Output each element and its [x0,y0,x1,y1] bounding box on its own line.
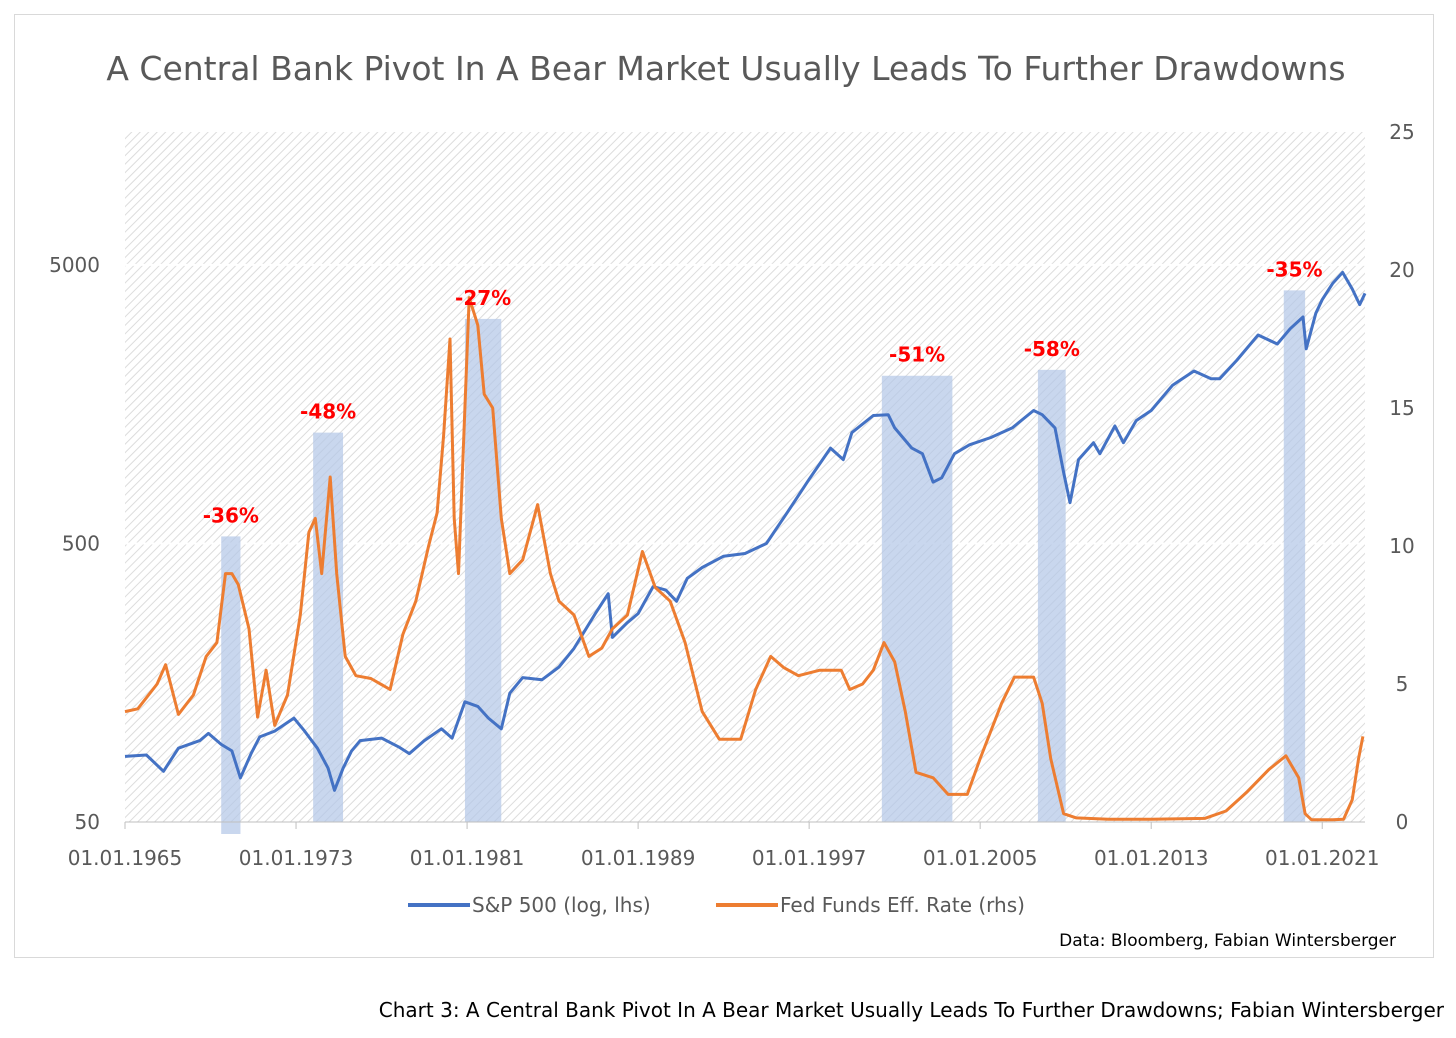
shaded-period-4 [1037,369,1066,822]
x-tick-label: 01.01.1965 [68,846,183,870]
drawdown-label: -48% [300,400,356,424]
y-left-tick-label: 500 [62,531,100,555]
plot-area [125,132,1365,822]
legend-label: S&P 500 (log, lhs) [472,893,651,917]
shaded-periods [221,290,1306,834]
sp500-line [124,270,1367,792]
drawdown-label: -35% [1266,257,1322,281]
y-right-tick-label: 20 [1389,258,1414,282]
y-right-tick-label: 15 [1389,396,1414,420]
y-right-tick-label: 0 [1396,810,1409,834]
drawdown-label: -27% [455,286,511,310]
chart-svg: A Central Bank Pivot In A Bear Market Us… [49,49,1415,951]
shaded-period-5 [1283,290,1306,822]
x-tick-label: 01.01.2005 [923,846,1038,870]
y-left-tick-label: 5000 [49,253,100,277]
drawdown-label: -36% [203,503,259,527]
legend: S&P 500 (log, lhs) Fed Funds Eff. Rate (r… [408,893,1025,917]
figure-caption: Chart 3: A Central Bank Pivot In A Bear … [378,998,1444,1022]
drawdown-label: -58% [1024,337,1080,361]
y-left-tick-label: 50 [75,810,100,834]
chart-title: A Central Bank Pivot In A Bear Market Us… [106,49,1345,88]
x-tick-label: 01.01.1989 [581,846,696,870]
x-tick-label: 01.01.1973 [239,846,354,870]
drawdown-label: -51% [889,343,945,367]
y-right-tick-label: 10 [1389,534,1414,558]
x-tick-label: 01.01.2021 [1265,846,1380,870]
series-layer [124,270,1367,822]
y-right-tick-label: 25 [1389,120,1414,144]
x-tick-label: 01.01.2013 [1094,846,1209,870]
x-tick-label: 01.01.1981 [410,846,525,870]
shaded-period-2 [464,318,502,822]
x-tick-label: 01.01.1997 [752,846,867,870]
legend-label: Fed Funds Eff. Rate (rhs) [780,893,1025,917]
source-note: Data: Bloomberg, Fabian Wintersberger [1059,931,1396,951]
axes: 50 500 5000 0 5 10 15 20 25 01.01.1965 01.01.1973 0… [49,120,1415,870]
fed-funds-line [124,296,1365,822]
drawdown-annotations: -36% -48% -27% -51% -58% -35% [203,257,1323,527]
y-right-tick-label: 5 [1396,672,1409,696]
shaded-period-3 [881,375,953,822]
